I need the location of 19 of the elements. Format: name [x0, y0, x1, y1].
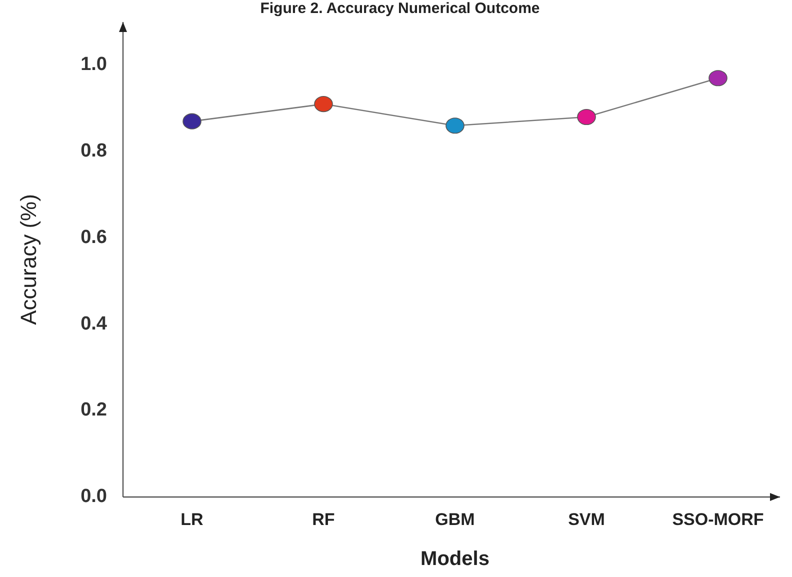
y-axis-title: Accuracy (%) [16, 194, 41, 325]
y-tick-label: 0.0 [80, 486, 107, 508]
y-tick-label: 0.6 [80, 226, 107, 248]
x-tick-label: SVM [568, 510, 605, 529]
point [708, 70, 728, 86]
y-tick-label: 0.2 [80, 400, 107, 421]
y-tick-label: 0.4 [80, 313, 108, 334]
y-tick-label: 0.8 [80, 140, 107, 162]
x-tick-label: GBM [435, 510, 475, 529]
y-tick-label: 1.0 [80, 54, 107, 76]
x-tick-label: LR [180, 510, 204, 529]
point [577, 108, 596, 126]
point [182, 113, 202, 130]
x-tick-label: SSO-MORF [672, 510, 764, 529]
chart-title: Figure 2. Accuracy Numerical Outcome [260, 0, 540, 18]
point [446, 118, 464, 134]
point [314, 96, 333, 112]
x-tick-label: RF [312, 510, 335, 529]
x-axis-title: Models [420, 548, 490, 570]
